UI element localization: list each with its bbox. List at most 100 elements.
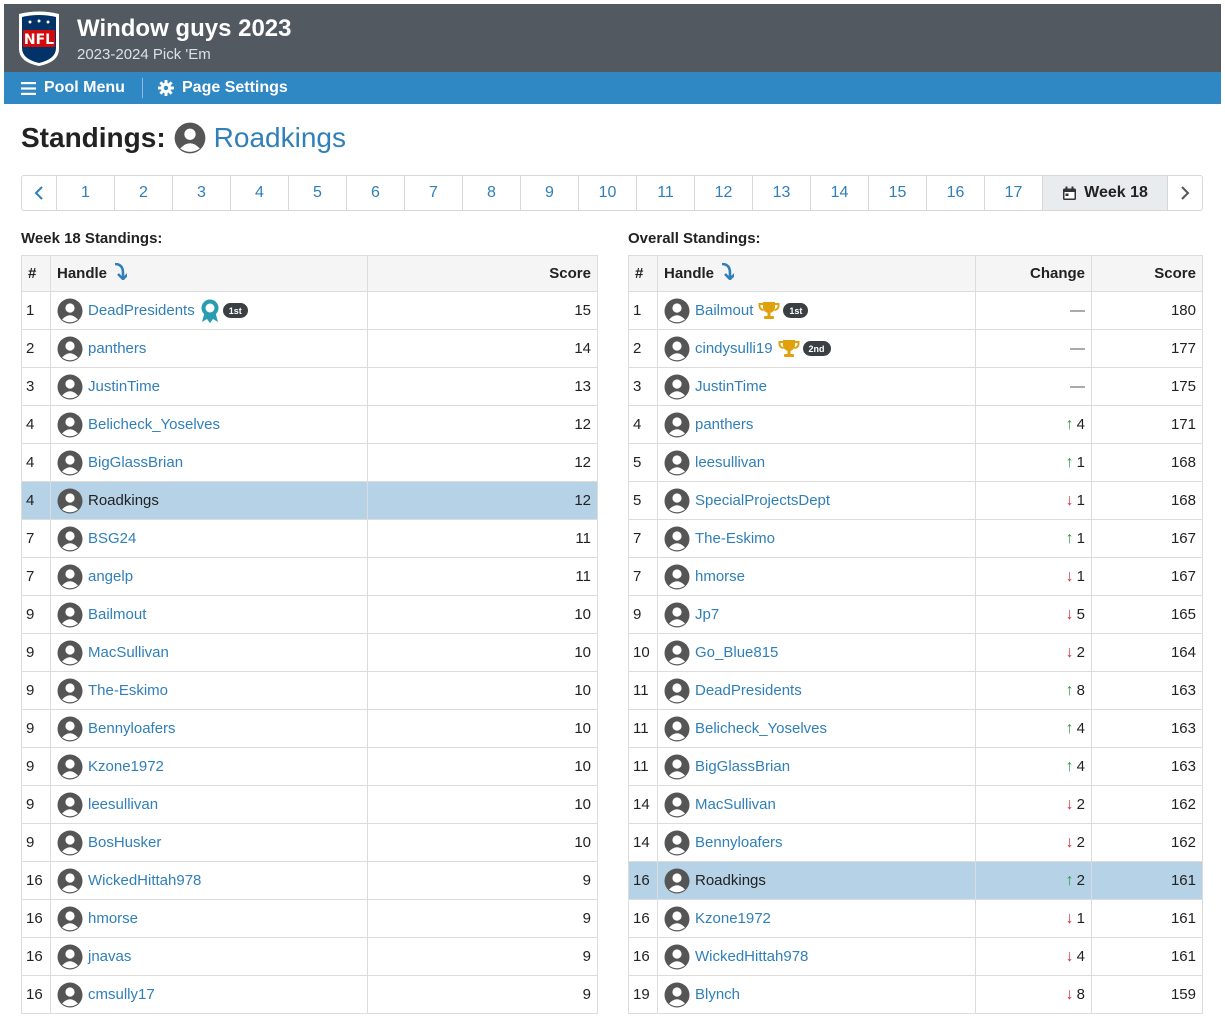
user-link[interactable]: BigGlassBrian: [57, 450, 361, 476]
score-cell: 13: [367, 367, 598, 406]
week-1-link[interactable]: 1: [57, 176, 115, 210]
rank-cell: 16: [21, 937, 51, 976]
avatar-icon: [57, 792, 83, 817]
week-18-current[interactable]: Week 18: [1043, 176, 1168, 210]
handle-cell: cmsully17: [50, 975, 368, 1014]
user-link[interactable]: Bailmout: [57, 602, 361, 628]
avatar-icon: [664, 374, 690, 399]
score-cell: 9: [367, 861, 598, 900]
week-6-link[interactable]: 6: [347, 176, 405, 210]
week-17-link[interactable]: 17: [985, 176, 1043, 210]
table-row: 16 Kzone1972 ↓ 1 161: [628, 899, 1203, 938]
week-13-link[interactable]: 13: [753, 176, 811, 210]
arrow-up-icon: ↑: [1065, 757, 1074, 775]
user-link[interactable]: cmsully17: [57, 982, 361, 1008]
user-link[interactable]: JustinTime: [57, 374, 361, 400]
user-link[interactable]: The-Eskimo: [57, 678, 361, 704]
pool-menu-label: Pool Menu: [44, 79, 125, 96]
user-link[interactable]: BosHusker: [57, 830, 361, 856]
handle-column-header[interactable]: Handle: [657, 255, 976, 292]
handle-column-header[interactable]: Handle: [50, 255, 368, 292]
nfl-logo-icon[interactable]: NFL: [16, 9, 62, 67]
user-link[interactable]: BigGlassBrian: [664, 754, 969, 780]
arrow-up-icon: ↑: [1065, 529, 1074, 547]
week-4-link[interactable]: 4: [231, 176, 289, 210]
user-link[interactable]: The-Eskimo: [664, 526, 969, 552]
overall-standings-table: # Handle Change Score 1 Bailmout 1st —180 2 c…: [628, 255, 1203, 1014]
rank-cell: 14: [628, 823, 658, 862]
user-link[interactable]: Bennyloafers: [57, 716, 361, 742]
user-link[interactable]: Jp7: [664, 602, 969, 628]
user-link[interactable]: Roadkings: [57, 488, 361, 514]
week-10-link[interactable]: 10: [579, 176, 637, 210]
user-link[interactable]: Bailmout 1st: [664, 298, 969, 324]
user-link[interactable]: Bennyloafers: [664, 830, 969, 856]
week-5-link[interactable]: 5: [289, 176, 347, 210]
page-settings-button[interactable]: Page Settings: [158, 72, 288, 104]
week-11-link[interactable]: 11: [637, 176, 695, 210]
user-link[interactable]: Belicheck_Yoselves: [664, 716, 969, 742]
week-8-link[interactable]: 8: [463, 176, 521, 210]
user-link[interactable]: SpecialProjectsDept: [664, 488, 969, 514]
score-cell: 10: [367, 709, 598, 748]
week-12-link[interactable]: 12: [695, 176, 753, 210]
score-cell: 167: [1091, 519, 1203, 558]
handle-cell: DeadPresidents: [657, 671, 976, 710]
pool-menu-button[interactable]: Pool Menu: [21, 72, 125, 104]
next-week-button[interactable]: [1168, 176, 1202, 210]
user-link[interactable]: DeadPresidents 1st: [57, 298, 361, 324]
user-handle: BigGlassBrian: [695, 758, 791, 775]
user-link[interactable]: BSG24: [57, 526, 361, 552]
user-link[interactable]: MacSullivan: [664, 792, 969, 818]
user-link[interactable]: hmorse: [57, 906, 361, 932]
week-2-link[interactable]: 2: [115, 176, 173, 210]
user-link[interactable]: jnavas: [57, 944, 361, 970]
change-cell: ↑ 4: [975, 709, 1092, 748]
user-link[interactable]: leesullivan: [664, 450, 969, 476]
user-link[interactable]: JustinTime: [664, 374, 969, 400]
week-15-link[interactable]: 15: [869, 176, 927, 210]
page-title-user-link[interactable]: Roadkings: [213, 122, 346, 153]
table-row: 9 leesullivan 10: [21, 785, 598, 824]
avatar-icon: [57, 754, 83, 779]
user-handle: Go_Blue815: [695, 644, 779, 661]
user-link[interactable]: WickedHittah978: [664, 944, 969, 970]
avatar-icon: [57, 488, 83, 513]
user-handle: Belicheck_Yoselves: [88, 416, 221, 433]
week-7-link[interactable]: 7: [405, 176, 463, 210]
user-link[interactable]: MacSullivan: [57, 640, 361, 666]
week-3-link[interactable]: 3: [173, 176, 231, 210]
user-link[interactable]: Kzone1972: [57, 754, 361, 780]
week-16-link[interactable]: 16: [927, 176, 985, 210]
arrow-down-icon: ↓: [1065, 947, 1074, 965]
week-14-link[interactable]: 14: [811, 176, 869, 210]
table-row: 5 SpecialProjectsDept ↓ 1 168: [628, 481, 1203, 520]
score-cell: 9: [367, 975, 598, 1014]
user-link[interactable]: Roadkings: [664, 868, 969, 894]
user-handle: MacSullivan: [695, 796, 776, 813]
user-link[interactable]: WickedHittah978: [57, 868, 361, 894]
handle-cell: The-Eskimo: [50, 671, 368, 710]
user-link[interactable]: Kzone1972: [664, 906, 969, 932]
table-row: 4 Belicheck_Yoselves 12: [21, 405, 598, 444]
table-row: 3 JustinTime 13: [21, 367, 598, 406]
user-link[interactable]: panthers: [57, 336, 361, 362]
change-cell: ↓ 2: [975, 633, 1092, 672]
user-link[interactable]: panthers: [664, 412, 969, 438]
user-link[interactable]: Blynch: [664, 982, 969, 1008]
user-link[interactable]: leesullivan: [57, 792, 361, 818]
user-link[interactable]: cindysulli19 2nd: [664, 336, 969, 362]
user-link[interactable]: hmorse: [664, 564, 969, 590]
user-link[interactable]: angelp: [57, 564, 361, 590]
table-row: 19 Blynch ↓ 8 159: [628, 975, 1203, 1014]
user-link[interactable]: Belicheck_Yoselves: [57, 412, 361, 438]
week-9-link[interactable]: 9: [521, 176, 579, 210]
handle-cell: JustinTime: [50, 367, 368, 406]
page-title-prefix: Standings:: [21, 122, 166, 153]
change-cell: —: [975, 291, 1092, 330]
prev-week-button[interactable]: [22, 176, 57, 210]
user-link[interactable]: DeadPresidents: [664, 678, 969, 704]
rank-cell: 16: [628, 899, 658, 938]
svg-text:NFL: NFL: [24, 32, 54, 48]
user-link[interactable]: Go_Blue815: [664, 640, 969, 666]
